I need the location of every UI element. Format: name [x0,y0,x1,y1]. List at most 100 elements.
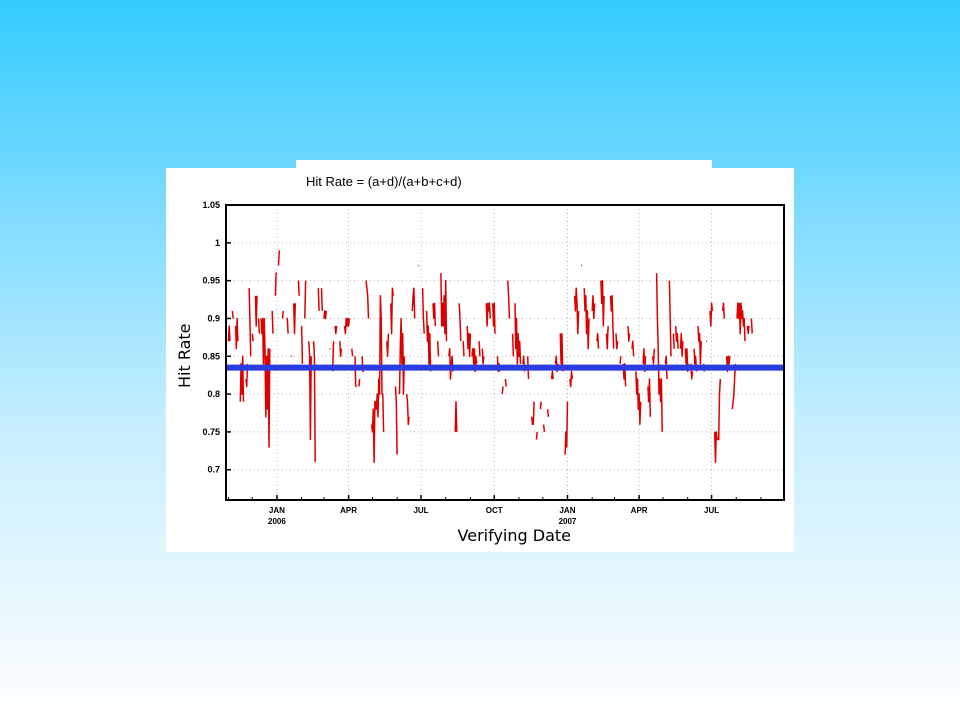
y-tick-label: 0.85 [202,351,220,361]
series-segment [530,401,535,426]
x-tick-label: JAN [559,506,575,515]
series-segment [591,295,596,320]
series-segment [605,325,609,350]
series-segment [514,303,522,365]
y-tick-label: 1 [215,238,220,248]
series-segment [504,378,507,387]
series-segment [631,340,635,357]
series-segment [485,302,492,327]
series-segment [573,287,580,335]
series-segment [436,341,440,357]
series-segment [721,302,726,319]
series-segment [697,325,702,365]
series-segment [462,341,465,357]
y-tick-label: 0.9 [207,313,220,323]
y-tick-label: 0.8 [207,389,220,399]
y-axis-label: Hit Rate [175,323,194,388]
series-segment [432,302,437,327]
series-segment [257,318,261,334]
series-segment [569,370,574,388]
series-segment [539,401,542,410]
y-tick-label: 0.95 [202,276,220,286]
series-segment [583,288,590,350]
series-segment [398,317,406,395]
series-segment [622,363,627,387]
series-segment [254,295,258,327]
series-segment [559,332,564,372]
series-segment [750,318,753,334]
series-segment [635,371,642,426]
series-segment [674,325,679,349]
series-segment [312,341,316,463]
series-segment [390,287,394,335]
series-segment [651,348,656,365]
series-segment [679,332,684,358]
series-segment [277,250,281,266]
x-tick-label: JUL [704,506,719,515]
series-segment [564,401,569,455]
series-segment [693,348,698,372]
series-segment [600,279,605,327]
x-tick-label: OCT [486,506,503,515]
series-segment [231,310,234,319]
series-segment [343,317,351,335]
series-segment [370,295,385,463]
series-segment [286,317,289,334]
series-segment [448,347,454,380]
series-segment [405,394,410,426]
series-segment [411,287,416,319]
series-segment [481,348,485,365]
series-segment [339,341,343,358]
series-segment [655,273,663,432]
x-tick-label: JUL [413,506,428,515]
series-segment [271,310,274,334]
series-segment [394,386,398,455]
series-segment [300,325,304,364]
series-segment [274,272,277,296]
series-segment [354,356,357,388]
series-segment [535,431,538,440]
series-segment [466,325,472,358]
series-segment [546,409,550,417]
chart-panel [166,168,794,552]
series-segment [323,310,328,320]
series-segment [317,288,320,311]
series-segment [478,341,481,357]
series-segment [251,333,254,342]
x-tick-label: APR [340,506,357,515]
series-segment [642,347,647,373]
series-segment [334,325,338,335]
series-segment [281,310,285,319]
series-segment [454,400,458,432]
series-segment [668,280,672,357]
series-segment [358,378,361,387]
series-segment [507,280,511,319]
x-axis-label: Verifying Date [458,526,571,545]
series-segment [351,348,354,357]
axes: 1.05 1 0.95 0.9 0.85 0.8 0.75 0.7 JAN 2006 APR JUL O… [202,200,762,526]
series-segment [550,370,554,380]
series-segment [542,424,546,432]
series-segment [647,378,652,417]
chart-title: Hit Rate = (a+d)/(a+b+c+d) [306,174,462,189]
series-segment [746,325,750,335]
series-segment [458,303,462,342]
series-segment [709,302,714,327]
series-segment [672,333,675,349]
y-tick-label: 0.75 [202,427,220,437]
series-segment [292,303,297,335]
series-segment [234,317,239,350]
x-tick-label: APR [631,506,648,515]
y-tick-label: 1.05 [202,200,220,210]
series-segment [615,333,619,350]
x-tick-year-label: 2007 [559,517,577,526]
series-segment [361,356,364,373]
series-segment [227,325,231,342]
series-segment [421,288,425,334]
series-segment [511,333,515,357]
series-segment [386,333,390,358]
series-segment [245,363,249,388]
series-segment [248,288,252,357]
series-segment [425,310,432,372]
series-segment [731,363,737,410]
